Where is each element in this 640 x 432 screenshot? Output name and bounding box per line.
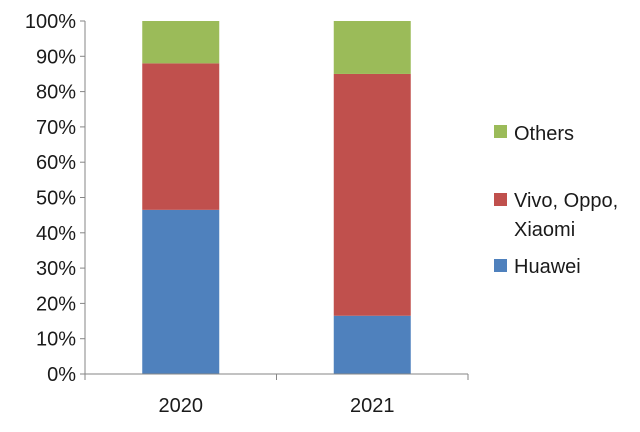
y-tick-label: 50%: [36, 188, 76, 210]
bar-vivo-oppo-xiaomi-2020: [142, 63, 220, 210]
y-tick-label: 80%: [36, 82, 76, 104]
y-tick-label: 100%: [25, 11, 76, 33]
y-tick-label: 30%: [36, 258, 76, 280]
legend-label-vivo-oppo-xiaomi: Vivo, Oppo, Xiaomi: [514, 190, 618, 241]
y-tick-label: 40%: [36, 223, 76, 245]
bar-others-2020: [142, 21, 220, 64]
legend: Others Vivo, Oppo, Xiaomi Huawei: [494, 123, 618, 278]
plot-bars: [142, 21, 411, 374]
legend-swatch-others: [494, 125, 507, 138]
y-tick-label: 60%: [36, 152, 76, 174]
bar-huawei-2020: [142, 209, 220, 374]
x-axis-tick-labels: 2020 2021: [159, 395, 395, 417]
legend-label-others: Others: [514, 123, 574, 145]
y-tick-label: 20%: [36, 293, 76, 315]
y-tick-label: 0%: [47, 364, 76, 386]
legend-swatch-huawei: [494, 259, 507, 272]
y-tick-label: 10%: [36, 329, 76, 351]
y-axis-tick-labels: 0% 10% 20% 30% 40% 50% 60% 70% 80% 90% 100%: [25, 11, 76, 386]
axes: [80, 20, 469, 380]
x-tick-label-2020: 2020: [159, 395, 204, 417]
y-tick-label: 70%: [36, 117, 76, 139]
bar-vivo-oppo-xiaomi-2021: [333, 73, 411, 316]
bar-others-2021: [333, 21, 411, 74]
bar-huawei-2021: [333, 315, 411, 374]
x-tick-label-2021: 2021: [350, 395, 395, 417]
y-tick-label: 90%: [36, 46, 76, 68]
legend-label-huawei: Huawei: [514, 256, 581, 278]
legend-swatch-vivo-oppo-xiaomi: [494, 193, 507, 206]
